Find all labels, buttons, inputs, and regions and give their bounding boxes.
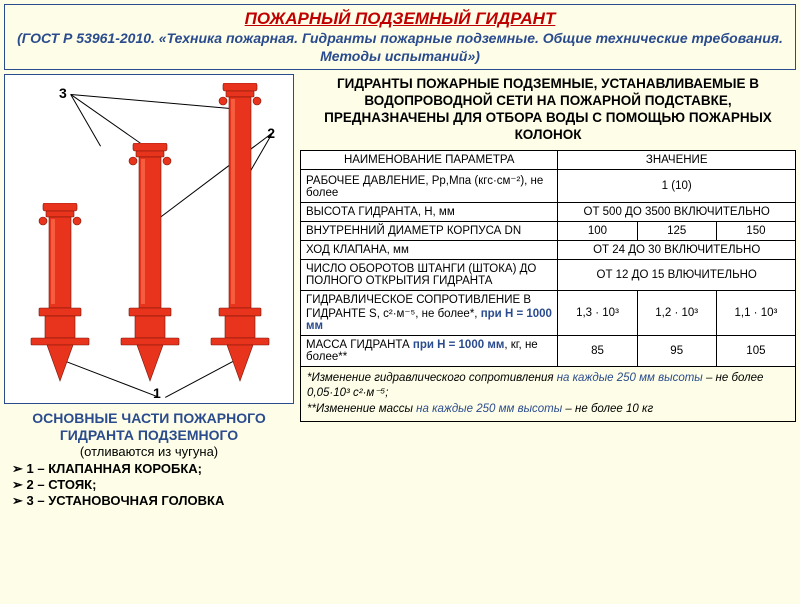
right-column: ГИДРАНТЫ ПОЖАРНЫЕ ПОДЗЕМНЫЕ, УСТАНАВЛИВА…: [300, 74, 796, 509]
parts-item: 2 – СТОЯК;: [12, 477, 294, 493]
diagram-label-1: 1: [153, 385, 161, 401]
diagram-label-3: 3: [59, 85, 67, 101]
param-cell: РАБОЧЕЕ ДАВЛЕНИЕ, Pр,Мпа (кгс·см⁻²), не …: [301, 169, 558, 202]
param-cell: ЧИСЛО ОБОРОТОВ ШТАНГИ (ШТОКА) ДО ПОЛНОГО…: [301, 259, 558, 290]
content-row: 3 2 1: [4, 74, 796, 509]
value-cell: 95: [637, 335, 716, 366]
footnote-highlight: на каждые 250 мм высоты: [416, 403, 562, 415]
value-cell: ОТ 12 ДО 15 ВЛЮЧИТЕЛЬНО: [558, 259, 796, 290]
footnote-text: – не более 10 кг: [562, 403, 653, 415]
parts-title: ОСНОВНЫЕ ЧАСТИ ПОЖАРНОГО ГИДРАНТА ПОДЗЕМ…: [4, 410, 294, 444]
callout-line: [70, 94, 101, 146]
parts-list: 1 – КЛАПАННАЯ КОРОБКА; 2 – СТОЯК; 3 – УС…: [12, 461, 294, 509]
table-row: ГИДРАВЛИЧЕСКОЕ СОПРОТИВЛЕНИЕ В ГИДРАНТЕ …: [301, 290, 796, 335]
hydrant-icon: [205, 83, 275, 383]
value-cell: ОТ 24 ДО 30 ВКЛЮЧИТЕЛЬНО: [558, 240, 796, 259]
value-cell: 100: [558, 221, 637, 240]
value-cell: 125: [637, 221, 716, 240]
param-cell: ХОД КЛАПАНА, мм: [301, 240, 558, 259]
th-value: ЗНАЧЕНИЕ: [558, 150, 796, 169]
param-cell: МАССА ГИДРАНТА при H = 1000 мм, кг, не б…: [301, 335, 558, 366]
value-cell: 105: [716, 335, 795, 366]
param-cell: ВЫСОТА ГИДРАНТА, H, мм: [301, 202, 558, 221]
page-subtitle: (ГОСТ Р 53961-2010. «Техника пожарная. Г…: [13, 29, 787, 65]
parts-note: (отливаются из чугуна): [4, 444, 294, 459]
header-box: ПОЖАРНЫЙ ПОДЗЕМНЫЙ ГИДРАНТ (ГОСТ Р 53961…: [4, 4, 796, 70]
table-row: ВЫСОТА ГИДРАНТА, H, мм ОТ 500 ДО 3500 ВК…: [301, 202, 796, 221]
hydrant-diagram: 3 2 1: [4, 74, 294, 404]
table-row: РАБОЧЕЕ ДАВЛЕНИЕ, Pр,Мпа (кгс·см⁻²), не …: [301, 169, 796, 202]
param-text: МАССА ГИДРАНТА: [306, 339, 413, 351]
callout-line: [70, 94, 148, 149]
right-title: ГИДРАНТЫ ПОЖАРНЫЕ ПОДЗЕМНЫЕ, УСТАНАВЛИВА…: [300, 74, 796, 150]
footnote-box: *Изменение гидравлического сопротивления…: [300, 367, 796, 423]
hydrant-icon: [115, 143, 185, 383]
spec-table: НАИМЕНОВАНИЕ ПАРАМЕТРА ЗНАЧЕНИЕ РАБОЧЕЕ …: [300, 150, 796, 367]
param-highlight: при H = 1000 мм: [413, 339, 504, 351]
value-cell: 1,1 · 10³: [716, 290, 795, 335]
table-row: ВНУТРЕННИЙ ДИАМЕТР КОРПУСА DN 100 125 15…: [301, 221, 796, 240]
hydrant-icon: [25, 203, 95, 383]
footnote-text: *Изменение гидравлического сопротивления: [307, 372, 557, 384]
parts-item: 1 – КЛАПАННАЯ КОРОБКА;: [12, 461, 294, 477]
value-cell: 150: [716, 221, 795, 240]
footnote-highlight: на каждые 250 мм высоты: [557, 372, 703, 384]
value-cell: 85: [558, 335, 637, 366]
value-cell: 1 (10): [558, 169, 796, 202]
table-row: ХОД КЛАПАНА, мм ОТ 24 ДО 30 ВКЛЮЧИТЕЛЬНО: [301, 240, 796, 259]
table-row: ЧИСЛО ОБОРОТОВ ШТАНГИ (ШТОКА) ДО ПОЛНОГО…: [301, 259, 796, 290]
page-title: ПОЖАРНЫЙ ПОДЗЕМНЫЙ ГИДРАНТ: [13, 9, 787, 29]
param-cell: ГИДРАВЛИЧЕСКОЕ СОПРОТИВЛЕНИЕ В ГИДРАНТЕ …: [301, 290, 558, 335]
table-row: МАССА ГИДРАНТА при H = 1000 мм, кг, не б…: [301, 335, 796, 366]
value-cell: 1,2 · 10³: [637, 290, 716, 335]
left-column: 3 2 1: [4, 74, 294, 509]
table-header-row: НАИМЕНОВАНИЕ ПАРАМЕТРА ЗНАЧЕНИЕ: [301, 150, 796, 169]
param-cell: ВНУТРЕННИЙ ДИАМЕТР КОРПУСА DN: [301, 221, 558, 240]
value-cell: 1,3 · 10³: [558, 290, 637, 335]
value-cell: ОТ 500 ДО 3500 ВКЛЮЧИТЕЛЬНО: [558, 202, 796, 221]
th-param: НАИМЕНОВАНИЕ ПАРАМЕТРА: [301, 150, 558, 169]
parts-item: 3 – УСТАНОВОЧНАЯ ГОЛОВКА: [12, 493, 294, 509]
footnote-text: **Изменение массы: [307, 403, 416, 415]
